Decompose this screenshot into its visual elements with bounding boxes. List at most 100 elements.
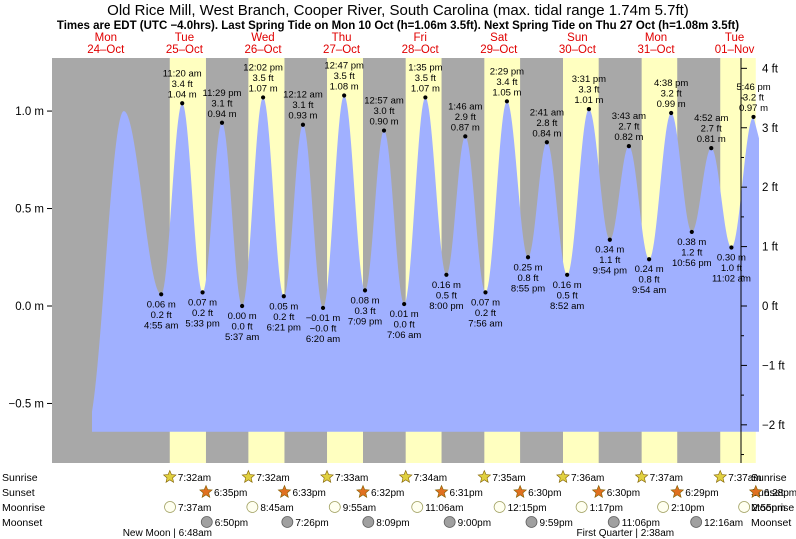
tide-height-m: 0.07 m xyxy=(188,297,217,308)
tide-height-ft: 2.8 ft xyxy=(536,118,557,129)
tide-height-m: 0.25 m xyxy=(513,262,542,273)
tide-height-ft: 0.5 ft xyxy=(557,290,578,301)
tide-time: 9:54 pm xyxy=(593,266,627,277)
tide-height-m: 0.07 m xyxy=(471,297,500,308)
tide-height-ft: 2.9 ft xyxy=(455,112,476,123)
right-tick-label: −2 ft xyxy=(762,420,786,432)
day-header-dow: Wed xyxy=(251,32,274,44)
sunset-icon xyxy=(513,484,528,498)
tide-point xyxy=(544,140,549,145)
sunset-icon xyxy=(277,484,292,498)
moonrise-time: 2:10pm xyxy=(671,503,704,514)
tide-height-m: 0.16 m xyxy=(553,280,582,291)
moonset-icon xyxy=(200,516,213,528)
sunrise-icon xyxy=(634,469,649,483)
sunset-time: 6:31pm xyxy=(450,488,483,499)
sunrise-icon xyxy=(241,469,256,483)
day-header-date: 01–Nov xyxy=(715,44,755,56)
tide-time: 11:02 am xyxy=(712,274,751,285)
moonrise-icon xyxy=(493,501,506,513)
tide-height-ft: 0.2 ft xyxy=(192,308,213,319)
tide-height-ft: 3.2 ft xyxy=(661,89,682,100)
sunrise-time: 7:32am xyxy=(256,473,289,484)
tide-height-m: 1.08 m xyxy=(330,81,359,92)
tide-time: 7:09 pm xyxy=(348,316,382,327)
moonrise-time: 9:55am xyxy=(343,503,376,514)
day-header-dow: Fri xyxy=(413,32,426,44)
tide-height-ft: 3.5 ft xyxy=(253,73,274,84)
tide-time: 8:52 am xyxy=(550,301,584,312)
right-tick-label: 0 ft xyxy=(762,301,779,313)
moonset-time: 11:06pm xyxy=(622,518,660,529)
tide-height-m: 0.81 m xyxy=(697,134,726,145)
tide-height-ft: 3.4 ft xyxy=(496,77,517,88)
day-header-date: 30–Oct xyxy=(559,44,597,56)
tide-height-m: 0.34 m xyxy=(595,245,624,256)
day-header-dow: Tue xyxy=(175,32,194,44)
sunset-icon xyxy=(591,484,606,498)
tide-height-ft: −0.0 ft xyxy=(310,323,337,334)
tide-height-ft: 0.8 ft xyxy=(639,275,660,286)
sunset-time: 6:33pm xyxy=(292,488,325,499)
moonset-icon xyxy=(443,516,456,528)
moonset-time: 12:16am xyxy=(704,518,743,529)
right-tick-label: 3 ft xyxy=(762,123,779,135)
tide-height-m: 0.16 m xyxy=(432,280,461,291)
tide-point xyxy=(281,294,286,299)
chart-subtitle: Times are EDT (UTC −4.0hrs). Last Spring… xyxy=(57,20,739,32)
sunrise-time: 7:35am xyxy=(492,473,525,484)
tide-time: 4:52 am xyxy=(694,113,728,124)
right-axis-feet: 4 ft 3 ft 2 ft 1 ft 0 ft −1 ft −2 ft xyxy=(740,58,786,463)
tide-time: 2:41 am xyxy=(530,107,564,118)
tide-height-m: 0.00 m xyxy=(228,311,257,322)
tide-time: 3:43 am xyxy=(612,111,646,122)
tide-time: 4:38 pm xyxy=(654,78,688,89)
tide-time: 8:00 pm xyxy=(429,301,463,312)
tide-point xyxy=(751,114,756,120)
tide-height-ft: 0.8 ft xyxy=(517,273,538,284)
moonset-time: 8:09pm xyxy=(376,518,409,529)
tide-point xyxy=(362,288,368,293)
moonrise-row-label-left: Moonrise xyxy=(2,502,45,514)
tide-time: 7:06 am xyxy=(387,330,421,341)
tide-height-m: 0.99 m xyxy=(657,99,686,110)
tide-height-m: 1.07 m xyxy=(249,83,278,94)
left-axis-meters: 1.0 m 0.5 m 0.0 m −0.5 m xyxy=(9,106,52,410)
sunset-time: 6:35pm xyxy=(214,488,247,499)
sunset-time: 6:29pm xyxy=(685,488,718,499)
tide-height-ft: 0.2 ft xyxy=(151,310,172,321)
moon-phase-label: New Moon | 6:48am xyxy=(123,528,212,539)
tide-height-m: 0.87 m xyxy=(451,122,480,133)
sunrise-icon xyxy=(477,469,492,483)
moonset-icon xyxy=(362,516,375,528)
day-header-date: 29–Oct xyxy=(480,44,518,56)
left-tick-label: 1.0 m xyxy=(15,106,44,118)
tide-time: 9:54 am xyxy=(632,285,666,296)
tide-point xyxy=(607,237,612,242)
day-header-dow: Mon xyxy=(95,32,117,44)
tide-time: 5:46 pm xyxy=(736,82,770,93)
tide-height-m: 1.05 m xyxy=(492,87,521,98)
tide-point xyxy=(402,301,407,307)
tide-time: 12:12 am xyxy=(283,90,323,101)
day-header-date: 31–Oct xyxy=(637,44,675,56)
tide-height-ft: 0.3 ft xyxy=(354,306,375,317)
sunset-row-label-left: Sunset xyxy=(2,487,35,499)
tide-point xyxy=(200,290,205,295)
tide-height-ft: 3.1 ft xyxy=(211,98,232,109)
sunrise-time: 7:34am xyxy=(414,473,447,484)
sunset-icon xyxy=(356,484,370,498)
tide-point xyxy=(483,290,488,295)
tide-point xyxy=(381,128,387,133)
moonrise-time: 1:17pm xyxy=(590,503,623,514)
tide-time: 10:56 pm xyxy=(672,258,712,269)
tide-height-m: 0.97 m xyxy=(739,103,768,114)
tide-point xyxy=(219,120,225,125)
day-header-dow: Sun xyxy=(567,32,587,44)
tide-time: 4:55 am xyxy=(144,320,178,331)
tide-time: 1:46 am xyxy=(448,101,482,112)
tide-height-ft: 0.0 ft xyxy=(232,322,253,333)
day-header-date: 26–Oct xyxy=(244,44,282,56)
tide-point xyxy=(240,303,245,309)
